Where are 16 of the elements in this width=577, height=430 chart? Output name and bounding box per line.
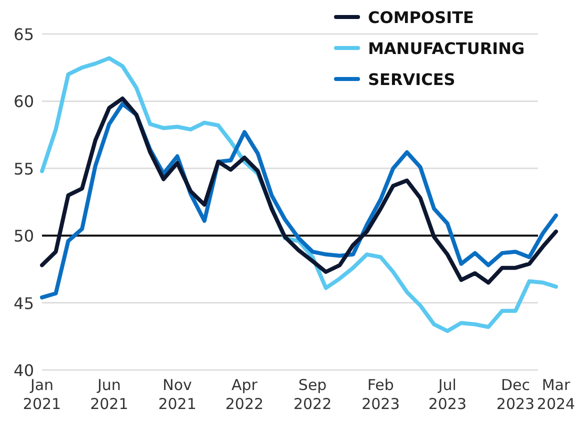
legend-label: SERVICES: [368, 70, 456, 89]
x-tick-label: Dec 2023: [496, 376, 535, 413]
y-tick-label: 65: [14, 25, 34, 44]
x-tick-label: Nov 2021: [158, 376, 196, 413]
y-tick-label: 45: [14, 294, 34, 313]
x-tick-label: Mar 2024: [536, 376, 576, 413]
x-tick-label: Jul 2023: [428, 376, 467, 413]
x-tick-label: Sep 2022: [293, 376, 332, 413]
x-tick-label: Feb 2023: [362, 376, 400, 413]
y-tick-label: 60: [14, 92, 34, 112]
y-tick-label: 55: [14, 159, 34, 178]
legend-label: MANUFACTURING: [368, 39, 525, 58]
x-tick-label: Apr 2022: [225, 376, 264, 413]
x-tick-label: Jun 2021: [90, 376, 128, 413]
legend-label: COMPOSITE: [368, 8, 474, 27]
y-tick-label: 50: [14, 226, 34, 246]
